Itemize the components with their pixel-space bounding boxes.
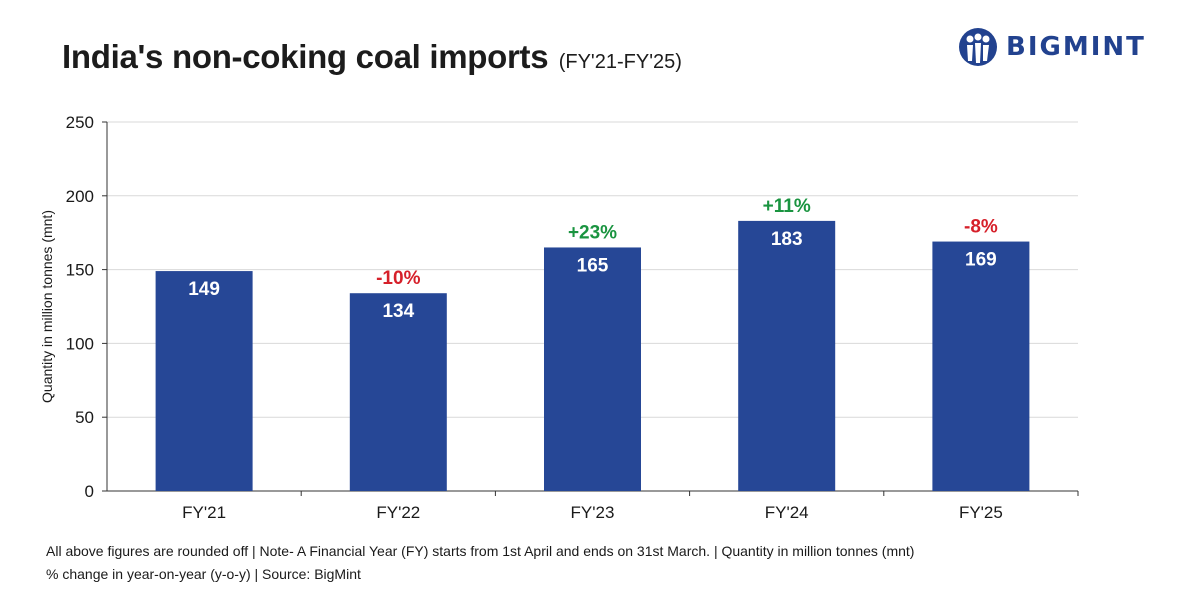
x-tick-label: FY'25 [959, 503, 1003, 522]
bar [544, 247, 641, 491]
y-tick-label: 100 [66, 334, 94, 353]
bar [932, 241, 1030, 491]
yoy-change-label: -10% [376, 268, 420, 289]
footnote-line-1: All above figures are rounded off | Note… [46, 543, 915, 559]
y-tick-label: 0 [85, 482, 94, 501]
yoy-change-label: -8% [964, 217, 998, 238]
title-subtitle: (FY'21-FY'25) [558, 51, 682, 73]
bar [349, 293, 447, 491]
x-tick-label: FY'23 [571, 503, 615, 522]
bigmint-logo: BIGMINT [958, 26, 1146, 68]
chart-title: India's non-coking coal imports (FY'21-F… [62, 38, 682, 76]
title-main: India's non-coking coal imports [62, 38, 549, 75]
bar-value-label: 134 [382, 301, 414, 322]
bar [155, 271, 253, 491]
yoy-change-label: +11% [763, 196, 811, 217]
bar-value-label: 183 [771, 229, 803, 250]
y-axis-label: Quantity in million tonnes (mnt) [39, 210, 55, 403]
y-tick-label: 150 [66, 261, 94, 280]
logo-text: BIGMINT [1006, 32, 1146, 62]
x-tick-label: FY'22 [376, 503, 420, 522]
bar [738, 220, 836, 491]
bar-value-label: 149 [188, 279, 220, 300]
y-tick-label: 200 [66, 187, 94, 206]
footnote-line-2: % change in year-on-year (y-o-y) | Sourc… [46, 566, 361, 582]
bar-value-label: 165 [577, 255, 609, 276]
y-tick-label: 50 [75, 408, 94, 427]
x-tick-label: FY'21 [182, 503, 226, 522]
yoy-change-label: +23% [568, 222, 617, 243]
y-tick-label: 250 [66, 113, 94, 132]
bar-value-label: 169 [965, 250, 997, 271]
bigmint-logo-icon [959, 28, 997, 66]
x-tick-label: FY'24 [765, 503, 809, 522]
